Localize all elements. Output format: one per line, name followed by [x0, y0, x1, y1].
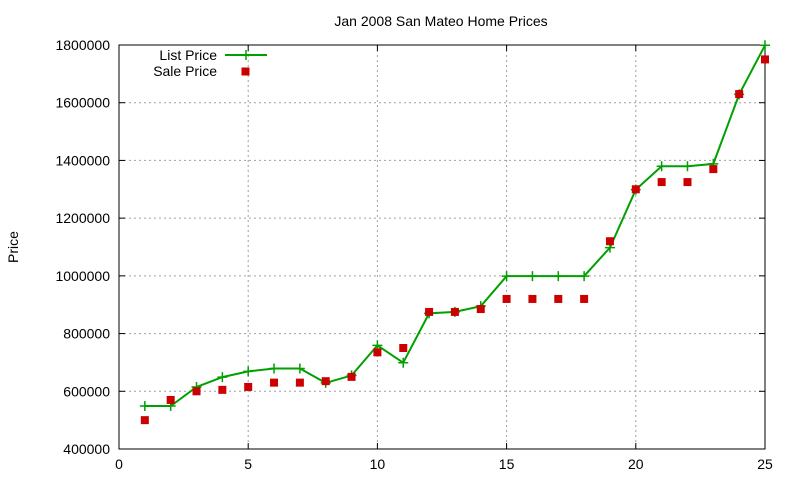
y-tick-label: 1600000	[55, 95, 110, 111]
list-price-point	[553, 271, 564, 282]
y-tick-label: 1400000	[55, 152, 110, 168]
list-price-point	[243, 366, 254, 377]
sale-price-point	[218, 385, 227, 394]
sale-price-point	[450, 307, 459, 316]
sale-price-point	[476, 305, 485, 314]
sale-price-point	[657, 178, 666, 187]
legend-square-marker-sale-price	[241, 67, 250, 76]
y-tick-label: 1800000	[55, 37, 110, 53]
y-tick-label: 1000000	[55, 268, 110, 284]
list-price-point	[760, 40, 770, 51]
sale-price-point	[244, 382, 253, 391]
sale-price-point	[502, 294, 511, 303]
plot-frame	[118, 44, 766, 450]
series-layer	[139, 40, 770, 425]
grid-lines	[119, 45, 765, 449]
list-price-point	[527, 271, 538, 282]
x-tick-label: 0	[115, 456, 123, 472]
y-tick-label: 800000	[63, 326, 110, 342]
legend: List Price Sale Price	[153, 47, 267, 79]
chart-title: Jan 2008 San Mateo Home Prices	[334, 13, 547, 29]
list-price-point	[294, 363, 305, 374]
y-tick-label: 600000	[63, 383, 110, 399]
sale-price-point	[347, 372, 356, 381]
sale-price-point	[425, 307, 434, 316]
list-price-point	[217, 372, 228, 383]
sale-price-point	[140, 416, 149, 425]
list-price-point	[501, 271, 512, 282]
x-tick-label: 15	[499, 456, 515, 472]
y-tick-label: 400000	[63, 441, 110, 457]
y-axis-label: Price	[5, 231, 21, 263]
sale-price-point	[166, 395, 175, 404]
sale-price-point	[399, 344, 408, 352]
x-tick-label: 10	[370, 456, 386, 472]
series-line-list-price	[144, 44, 766, 407]
list-price-point	[656, 161, 667, 172]
sale-price-point	[295, 378, 304, 387]
x-tick-label: 20	[628, 456, 644, 472]
sale-price-point	[321, 377, 330, 386]
list-price-point	[682, 161, 693, 172]
sale-price-point	[192, 387, 201, 396]
sale-price-point	[605, 237, 614, 246]
x-tick-label: 25	[757, 456, 773, 472]
legend-label-sale-price: Sale Price	[153, 63, 217, 79]
list-price-point	[139, 401, 150, 412]
sale-price-point	[761, 55, 769, 64]
sale-price-point	[735, 90, 744, 99]
legend-label-list-price: List Price	[159, 47, 217, 63]
sale-price-point	[683, 178, 692, 187]
sale-price-point	[373, 348, 382, 357]
x-tick-label: 5	[244, 456, 252, 472]
sale-price-point	[580, 294, 589, 303]
legend-plus-marker-list-price	[241, 50, 251, 60]
sale-price-point	[528, 294, 537, 303]
y-tick-label: 1200000	[55, 210, 110, 226]
sale-price-point	[554, 294, 563, 303]
list-price-point	[579, 271, 590, 282]
list-price-point	[269, 363, 280, 374]
list-price-point	[398, 357, 409, 368]
sale-price-point	[270, 378, 279, 387]
sale-price-point	[709, 165, 718, 174]
sale-price-point	[631, 185, 640, 194]
axis-ticks: 0 5 10 15 20 25 400000 600000 800000 1000000 12000…	[55, 37, 773, 472]
